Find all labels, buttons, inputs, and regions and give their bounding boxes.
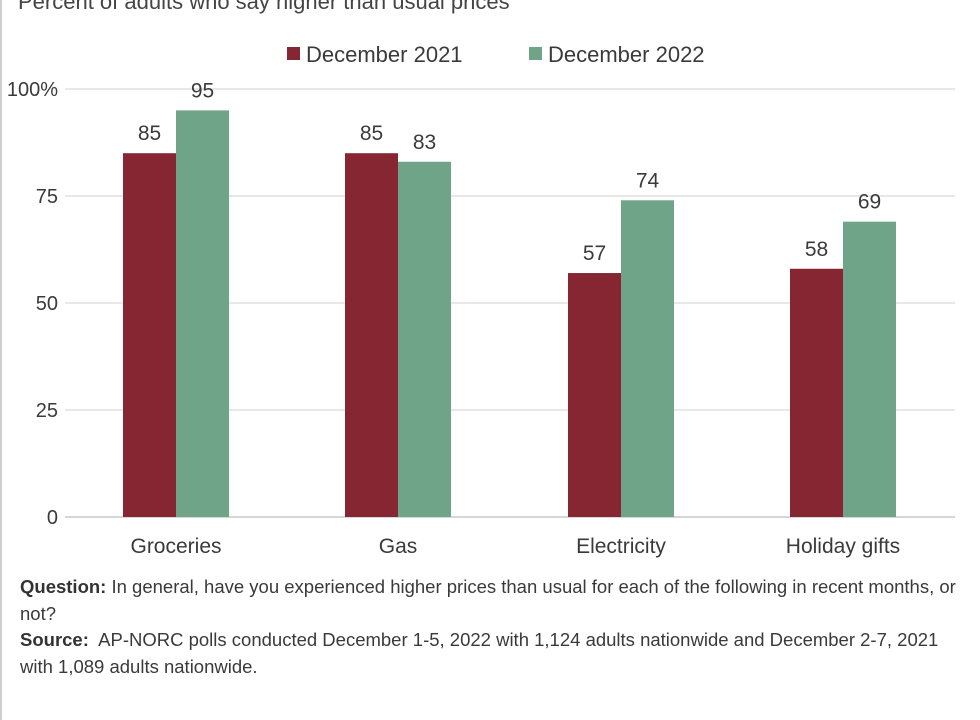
bar <box>176 110 229 518</box>
question-text: In general, have you experienced higher … <box>20 576 956 624</box>
y-tick-label: 75 <box>36 186 58 208</box>
bar <box>123 153 176 517</box>
bar-chart: 0 25 50 75 100% 85 85 57 58 95 83 74 69 Groceries Gas E… <box>7 42 955 558</box>
y-tick-label: 100% <box>7 79 58 101</box>
bar-value-label: 74 <box>636 169 660 192</box>
bar-value-label: 58 <box>805 238 828 261</box>
y-tick-label: 50 <box>36 293 58 315</box>
source-text: AP-NORC polls conducted December 1-5, 20… <box>20 629 944 677</box>
bar <box>568 273 621 517</box>
chart-subtitle: Percent of adults who say higher than us… <box>18 0 510 14</box>
bar-value-label: 69 <box>858 191 881 214</box>
x-tick-label: Holiday gifts <box>786 535 900 558</box>
question-note: Question: In general, have you experienc… <box>20 574 965 627</box>
bar-value-label: 83 <box>413 131 436 154</box>
legend-label: December 2021 <box>306 42 463 67</box>
frame-border <box>0 0 2 720</box>
question-label: Question: <box>20 576 107 597</box>
legend-label: December 2022 <box>548 42 705 67</box>
bar-value-label: 57 <box>583 242 606 265</box>
y-tick-label: 0 <box>47 507 58 529</box>
legend-swatch <box>529 47 542 60</box>
x-tick-label: Gas <box>379 535 418 558</box>
bar <box>843 221 896 517</box>
x-tick-label: Electricity <box>576 535 666 558</box>
bar <box>398 161 451 517</box>
legend-swatch <box>287 47 300 60</box>
bar <box>621 200 674 517</box>
y-tick-label: 25 <box>36 400 58 422</box>
chart-notes: Question: In general, have you experienc… <box>20 574 965 680</box>
x-tick-label: Groceries <box>130 535 221 558</box>
bar <box>345 153 398 517</box>
source-label: Source: <box>20 629 89 650</box>
bar <box>790 268 843 517</box>
bar-value-label: 85 <box>360 122 383 145</box>
bar-value-label: 95 <box>191 79 214 102</box>
source-note: Source: AP-NORC polls conducted December… <box>20 627 965 680</box>
bar-value-label: 85 <box>138 122 161 145</box>
